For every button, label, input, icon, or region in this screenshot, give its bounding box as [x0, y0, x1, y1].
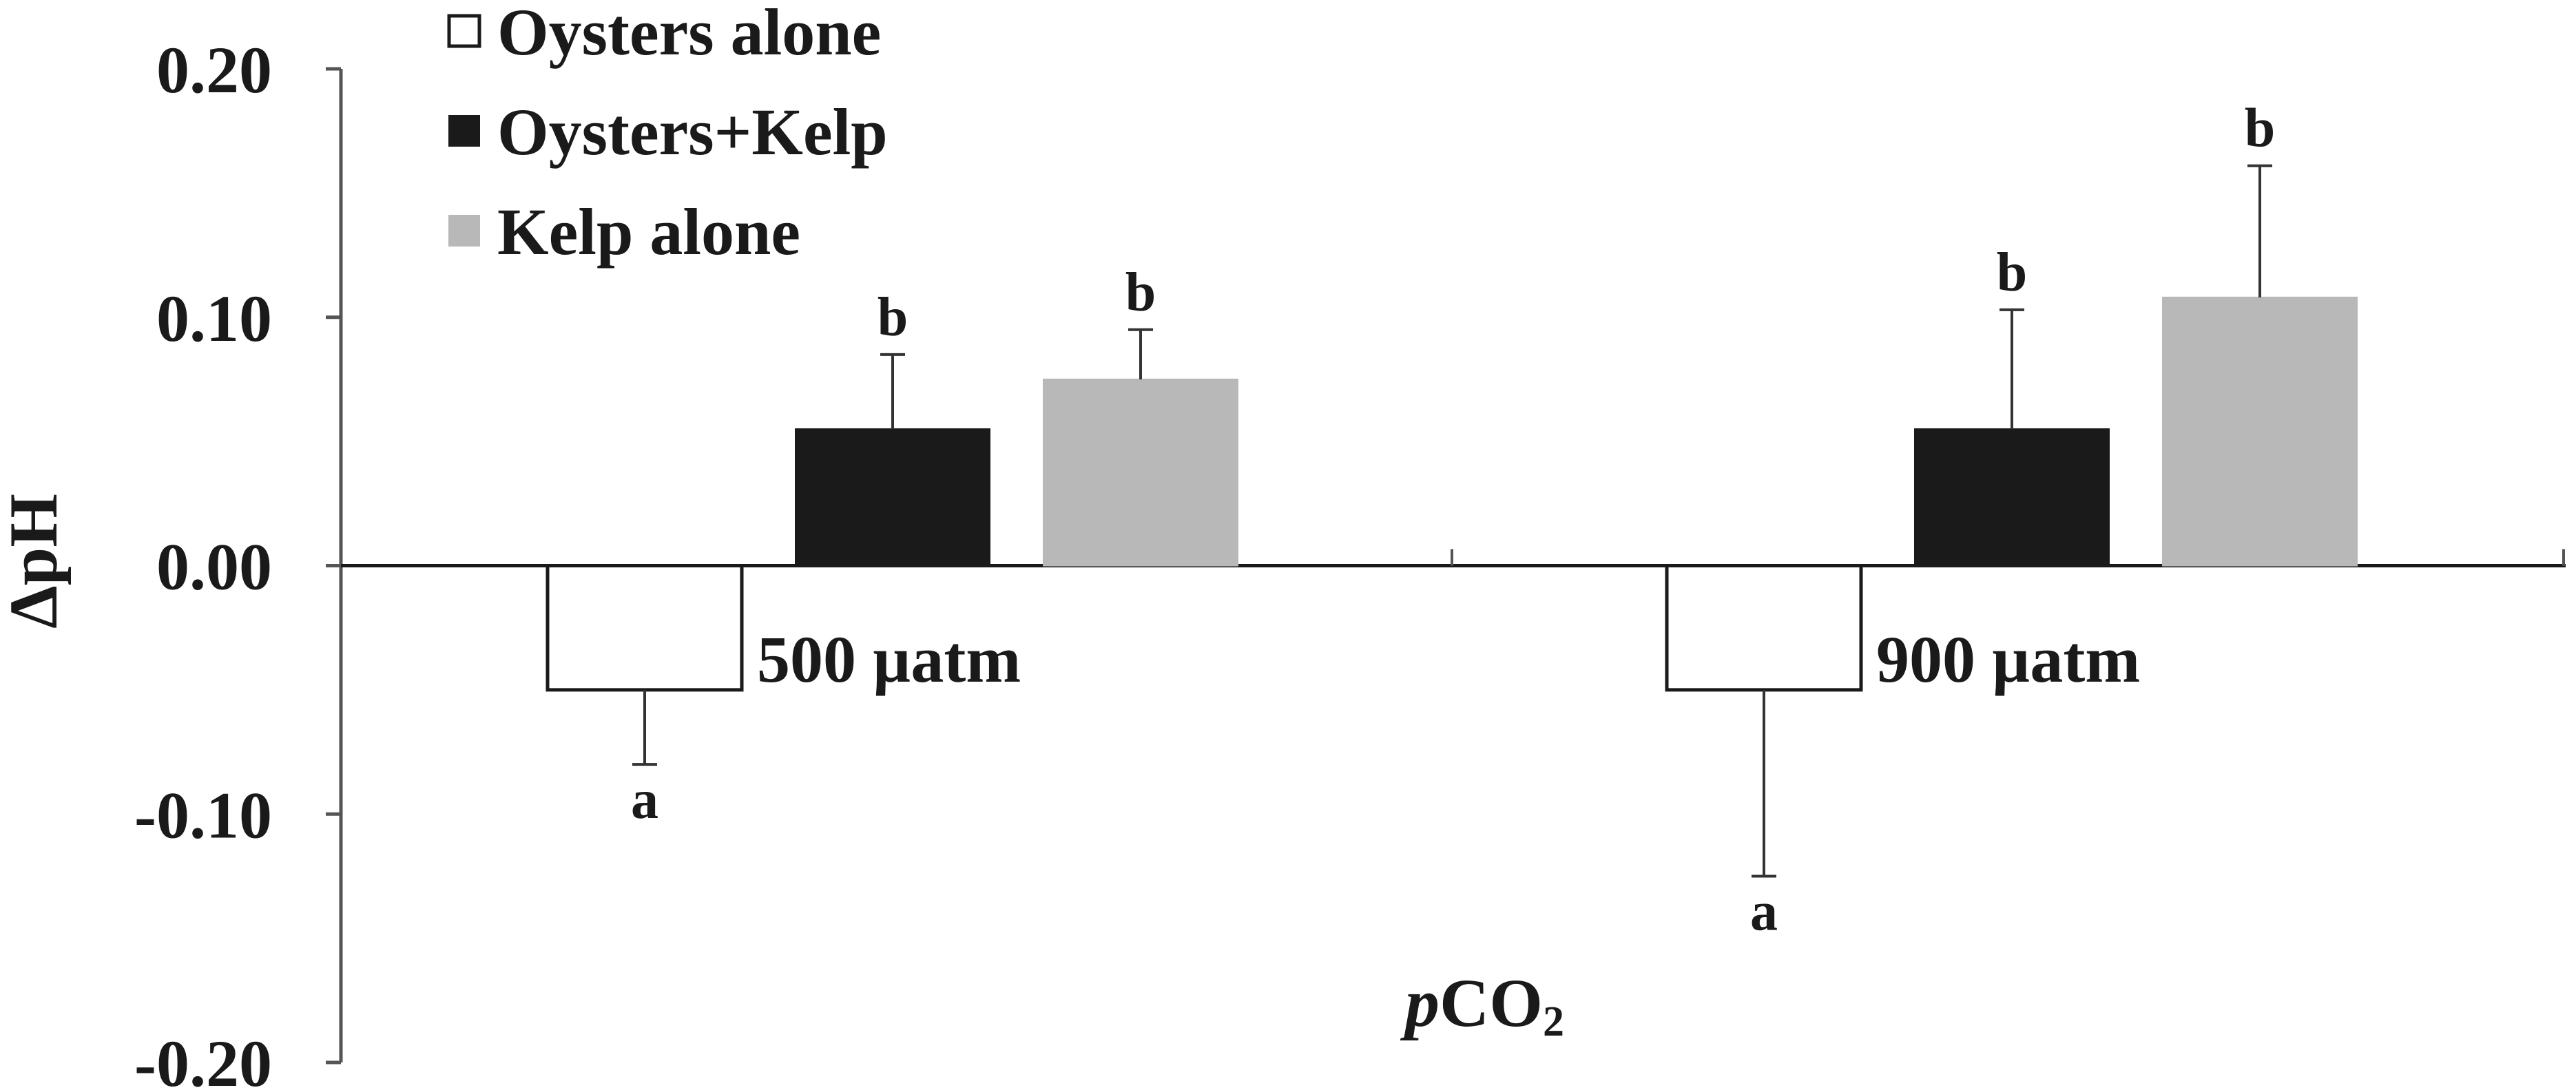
- x-ticks: [1451, 549, 2565, 566]
- bar: [1665, 564, 1863, 692]
- x-axis-label-italic: p: [1400, 965, 1440, 1041]
- significance-letter: b: [2245, 98, 2276, 159]
- legend-swatch: [448, 115, 480, 147]
- x-axis-label: pCO2: [1400, 965, 1564, 1045]
- category-labels: 500 µatm 900 µatm: [757, 622, 2140, 696]
- bar: [795, 428, 990, 567]
- significance-letter: b: [877, 287, 908, 348]
- bars: a a b b b b: [546, 98, 2358, 942]
- y-tick-label: 0.20: [156, 33, 272, 107]
- significance-letter: a: [631, 770, 658, 830]
- legend-label: Kelp alone: [497, 195, 800, 269]
- bar: [1043, 378, 1238, 567]
- significance-letter: b: [1997, 242, 2028, 303]
- x-axis-label-subscript: 2: [1543, 998, 1564, 1045]
- y-tick-label: -0.20: [134, 1027, 272, 1090]
- y-tick-label: -0.10: [134, 778, 272, 852]
- x-axis-label-main: CO: [1440, 965, 1543, 1041]
- category-label: 500 µatm: [757, 622, 1021, 696]
- y-ticks: 0.20 0.10 0.00 -0.10 -0.20: [134, 33, 341, 1090]
- legend-label: Oysters+Kelp: [497, 95, 888, 169]
- legend-swatch: [448, 215, 480, 247]
- significance-letter: b: [1125, 262, 1156, 323]
- bar: [546, 564, 744, 692]
- bar: [1914, 428, 2110, 567]
- legend-label: Oysters alone: [497, 0, 881, 69]
- significance-letter: a: [1750, 881, 1778, 942]
- y-tick-label: 0.10: [156, 282, 272, 355]
- category-label: 900 µatm: [1876, 622, 2140, 696]
- y-tick-label: 0.00: [156, 530, 272, 604]
- legend: Oysters alone Oysters+Kelp Kelp alone: [447, 0, 888, 269]
- y-axis-label: ΔpH: [0, 494, 72, 629]
- bar: [2162, 296, 2358, 567]
- legend-swatch: [447, 14, 481, 48]
